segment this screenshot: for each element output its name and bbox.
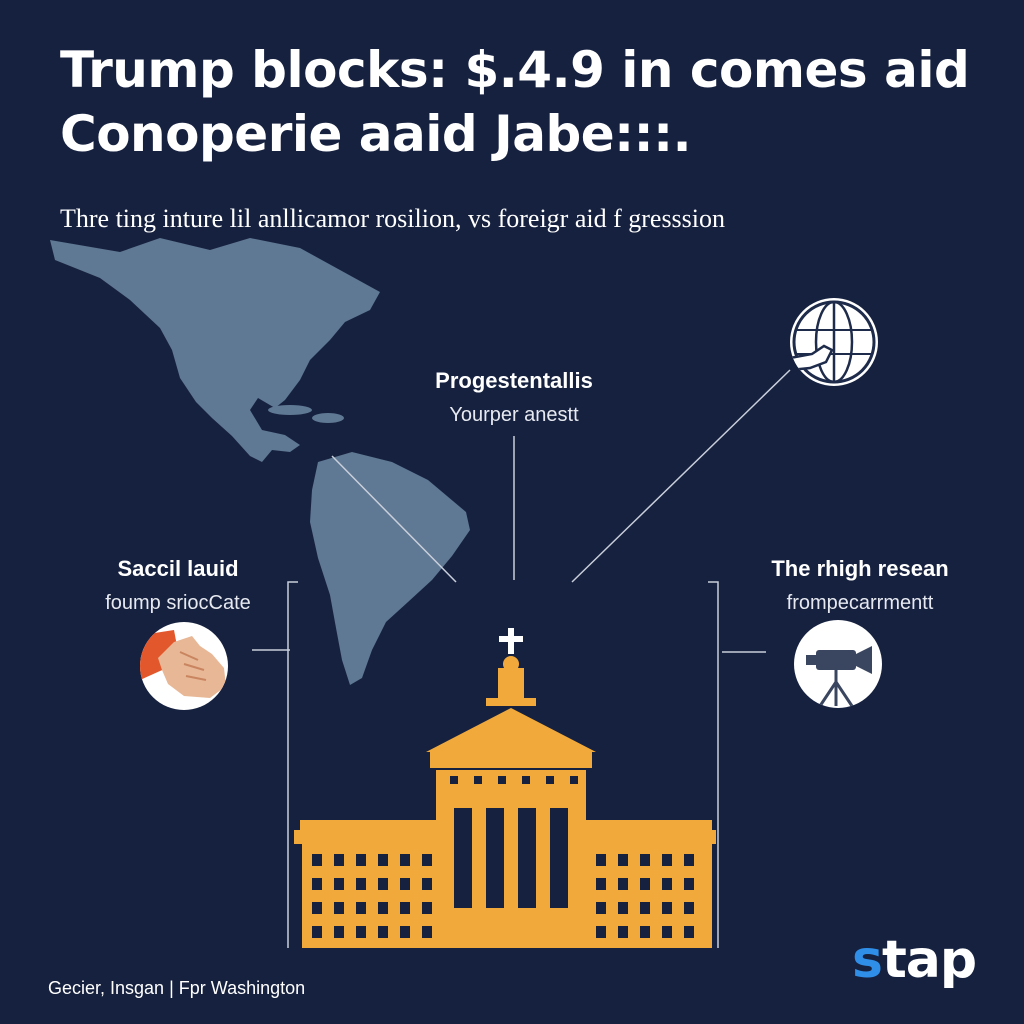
subtitle: Thre ting inture lil anllicamor rosilion… — [60, 204, 726, 233]
building-window — [312, 926, 322, 938]
building-window — [422, 926, 432, 938]
building-window — [312, 878, 322, 890]
building-window — [640, 926, 650, 938]
building-window — [684, 854, 694, 866]
left-label-title: Saccil lauid — [117, 556, 239, 581]
building-window — [400, 926, 410, 938]
building-window — [640, 878, 650, 890]
building-window — [640, 854, 650, 866]
building-window — [378, 902, 388, 914]
building-window — [662, 854, 672, 866]
building-window — [356, 854, 366, 866]
building-window — [640, 902, 650, 914]
video-camera-icon — [794, 620, 882, 708]
left-label: Saccil lauid foump sriocCate — [58, 556, 298, 615]
building-window — [378, 878, 388, 890]
building-window — [356, 902, 366, 914]
building-window — [596, 854, 606, 866]
building-window — [422, 854, 432, 866]
left-label-sub: foump sriocCate — [105, 592, 251, 614]
building-window — [400, 902, 410, 914]
building-window — [334, 878, 344, 890]
building-window — [312, 854, 322, 866]
capitol-building-icon — [294, 628, 716, 948]
building-window — [334, 902, 344, 914]
headline: Trump blocks: $.4.9 in comes aid Conoper… — [60, 38, 1000, 166]
building-window — [312, 902, 322, 914]
building-window — [684, 902, 694, 914]
building-window — [378, 926, 388, 938]
center-label-sub: Yourper anestt — [449, 404, 579, 426]
brand-logo-accent: s — [852, 930, 883, 990]
building-window — [662, 878, 672, 890]
building-window — [334, 854, 344, 866]
center-label: Progestentallis Yourper anestt — [394, 368, 634, 427]
building-window — [618, 926, 628, 938]
building-window — [618, 878, 628, 890]
building-window — [334, 926, 344, 938]
headline-line-1: Trump blocks: $.4.9 in comes aid — [60, 41, 970, 99]
building-window — [356, 926, 366, 938]
building-window — [400, 878, 410, 890]
right-label-sub: frompecarrmentt — [786, 592, 934, 614]
building-window — [378, 854, 388, 866]
handshake-icon — [140, 622, 228, 710]
building-window — [662, 926, 672, 938]
building-window — [596, 926, 606, 938]
building-window — [400, 854, 410, 866]
building-window — [684, 878, 694, 890]
center-label-title: Progestentallis — [435, 368, 593, 393]
right-label: The rhigh resean frompecarrmentt — [742, 556, 978, 615]
building-window — [596, 902, 606, 914]
north-america-shape — [50, 238, 380, 462]
building-window — [596, 878, 606, 890]
right-label-title: The rhigh resean — [771, 556, 949, 581]
building-window — [356, 878, 366, 890]
headline-line-2: Conoperie aaid Jabe:::. — [60, 105, 692, 163]
globe-hand-icon — [790, 298, 878, 386]
brand-logo-rest: tap — [881, 930, 977, 990]
photo-credit: Gecier, Insgan | Fpr Washington — [48, 978, 306, 998]
building-window — [618, 854, 628, 866]
building-window — [422, 902, 432, 914]
brand-logo: stap — [852, 930, 977, 990]
building-window — [422, 878, 432, 890]
building-window — [618, 902, 628, 914]
building-window — [684, 926, 694, 938]
building-window — [662, 902, 672, 914]
